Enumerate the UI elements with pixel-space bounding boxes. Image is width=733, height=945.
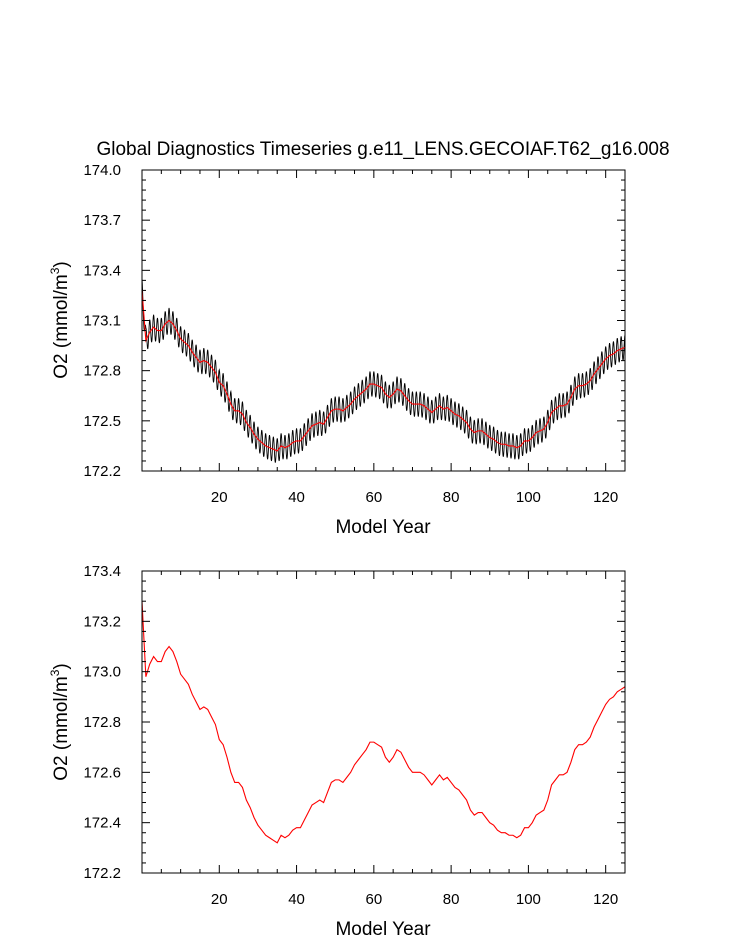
y-tick-label: 173.2 [83,613,121,630]
x-tick-label: 40 [288,489,305,506]
bottom-plot-area [141,601,626,844]
y-tick-label: 174.0 [83,162,121,179]
x-tick-label: 80 [443,489,460,506]
top-series-annual [141,290,626,452]
x-tick-label: 20 [211,489,228,506]
x-tick-label: 60 [365,891,382,908]
x-tick-label: 60 [365,489,382,506]
bottom-x-axis-label: Model Year [335,919,431,940]
bottom-axis-ticks: 20 40 60 80 100 120 172.2 172.4 172.6 172.8 173.0 1… [83,563,625,908]
top-panel: 20 40 60 80 100 120 172.2 172.5 172.8 173.1 173.4 1… [48,162,626,538]
x-tick-label: 100 [516,489,541,506]
y-tick-label: 173.1 [83,313,121,330]
chart-title: Global Diagnostics Timeseries g.e11_LENS… [96,139,669,160]
bottom-y-axis-label: O2 (mmol/m3) [48,663,72,781]
x-tick-label: 80 [443,891,460,908]
top-series-monthly [141,277,626,463]
x-tick-label: 40 [288,891,305,908]
bottom-series-annual [141,601,626,844]
bottom-panel: 20 40 60 80 100 120 172.2 172.4 172.6 172.8 173.0 1… [48,563,626,940]
top-axis-ticks: 20 40 60 80 100 120 172.2 172.5 172.8 173.1 173.4 1… [83,162,625,506]
x-tick-label: 120 [593,489,618,506]
x-tick-label: 100 [516,891,541,908]
top-plot-area [141,277,626,463]
top-plot-frame [141,169,626,472]
y-tick-label: 172.2 [83,463,121,480]
top-y-axis-label: O2 (mmol/m3) [48,261,72,379]
y-tick-label: 173.7 [83,212,121,229]
y-tick-label: 172.6 [83,764,121,781]
x-tick-label: 120 [593,891,618,908]
y-tick-label: 173.4 [83,563,121,580]
y-tick-label: 172.8 [83,363,121,380]
y-tick-label: 173.0 [83,664,121,681]
top-x-axis-label: Model Year [335,517,431,538]
y-tick-label: 172.2 [83,865,121,882]
y-tick-label: 172.8 [83,714,121,731]
y-tick-label: 173.4 [83,262,121,279]
y-tick-label: 172.4 [83,815,121,832]
x-tick-label: 20 [211,891,228,908]
y-tick-label: 172.5 [83,413,121,430]
